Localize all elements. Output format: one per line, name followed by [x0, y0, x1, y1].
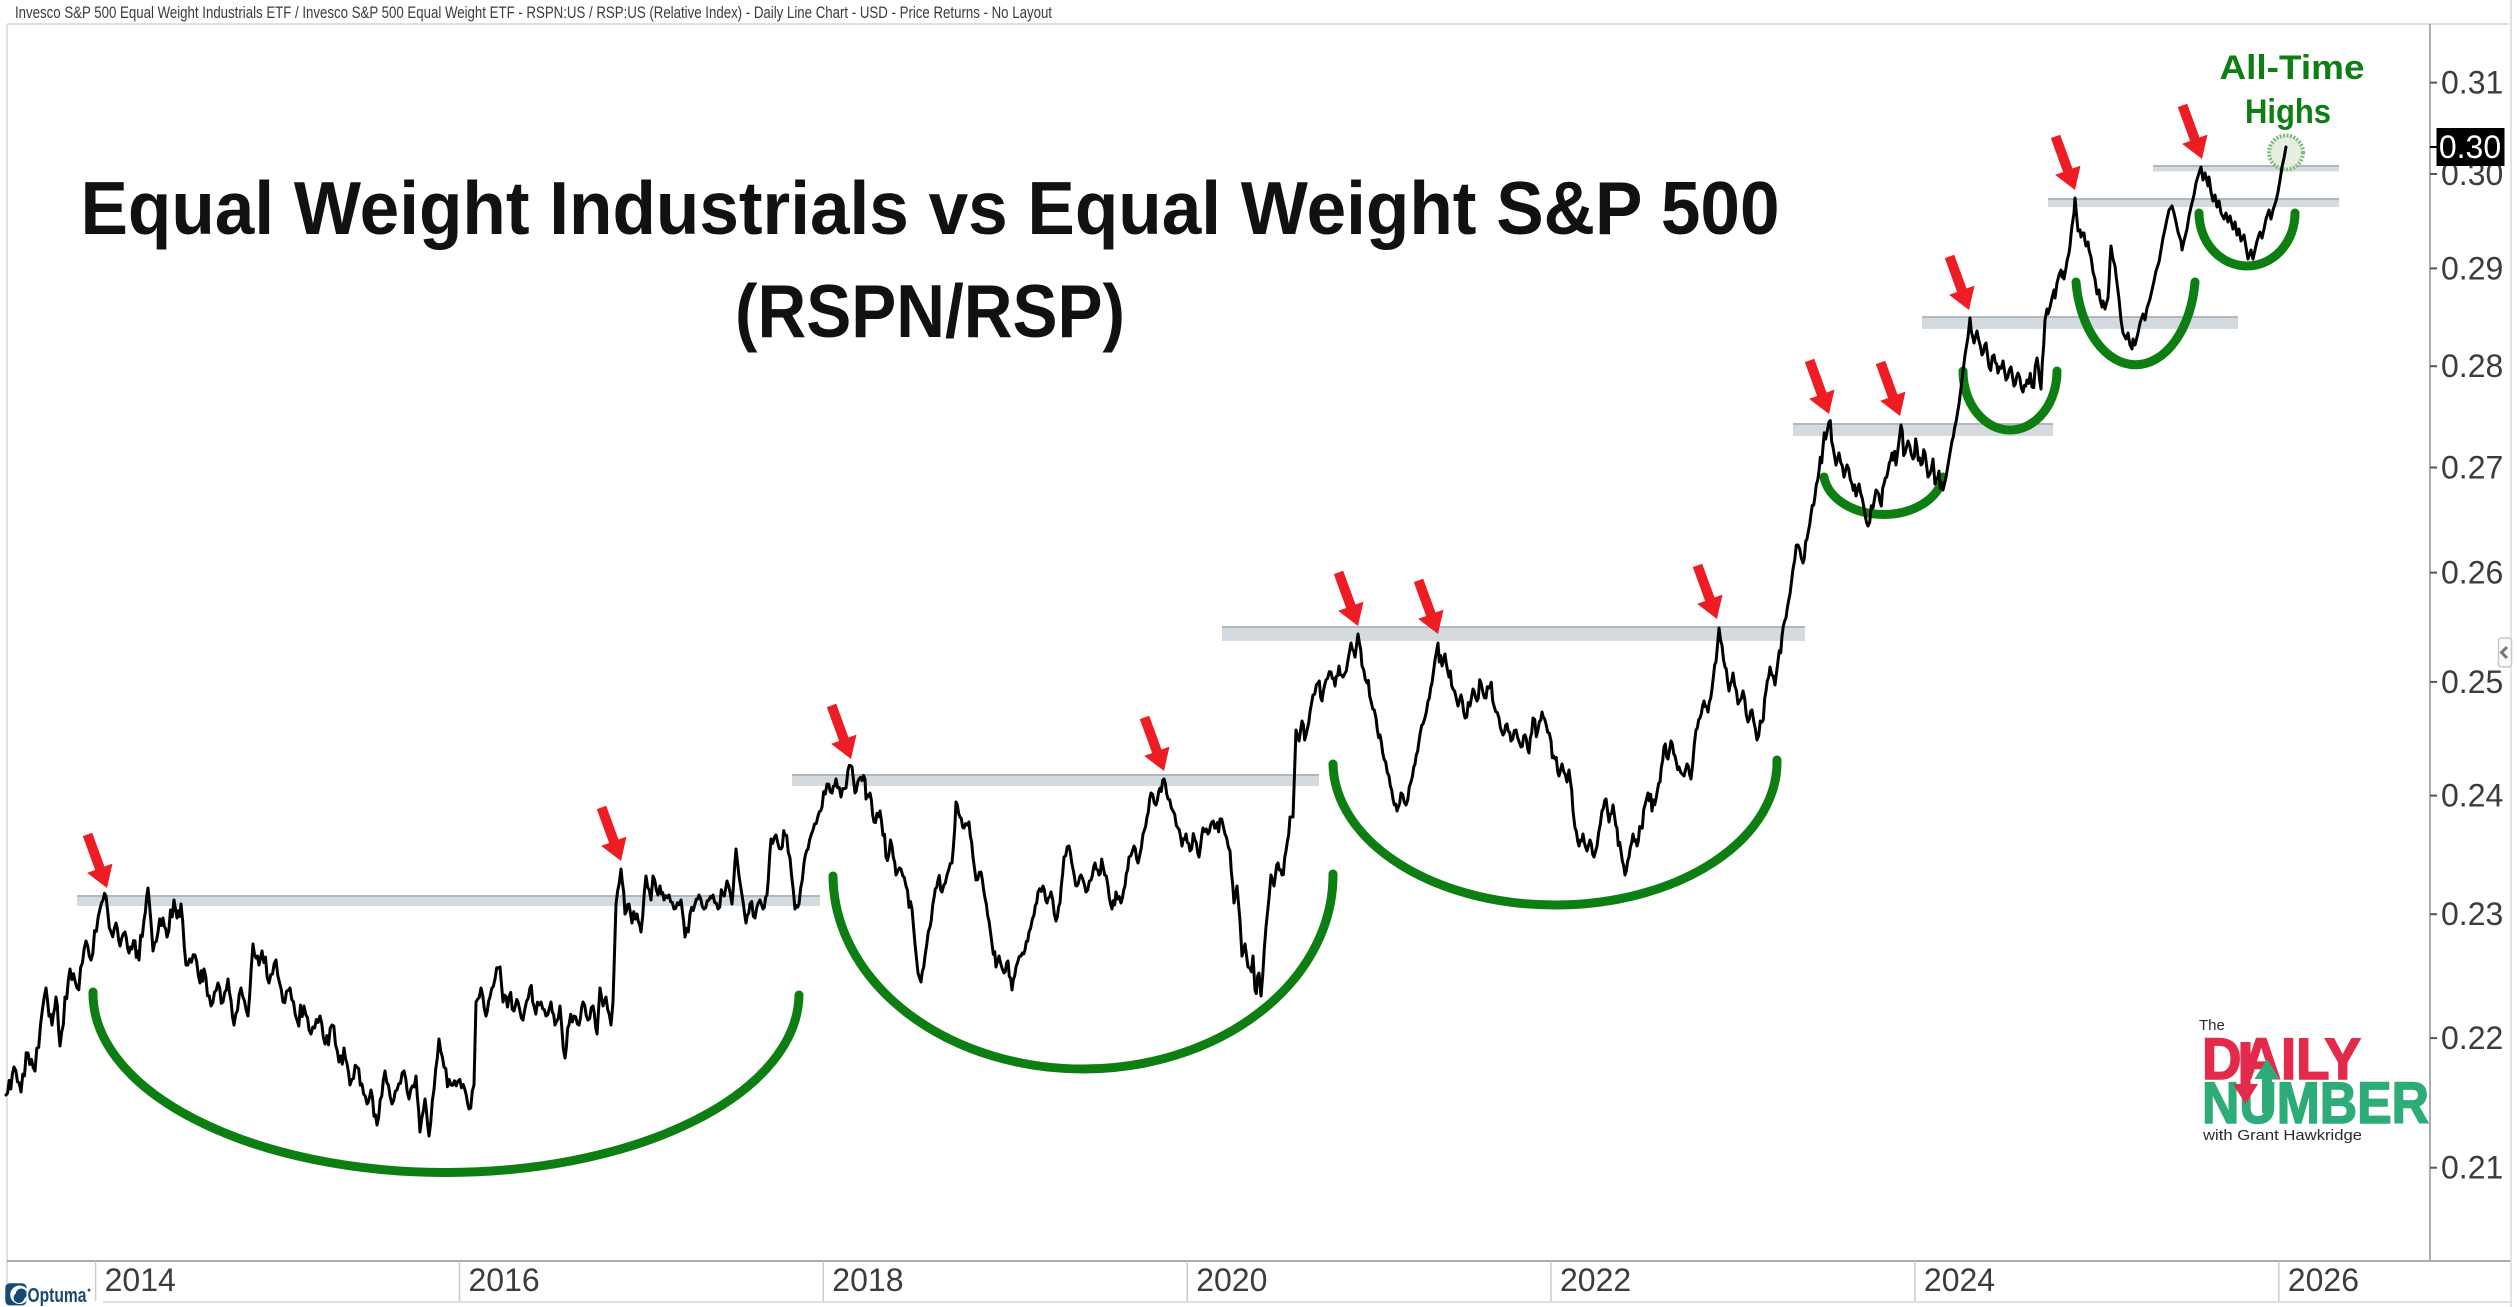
- svg-text:2024: 2024: [1924, 1262, 1995, 1298]
- svg-text:2020: 2020: [1196, 1262, 1267, 1298]
- svg-text:Equal Weight Industrials vs Eq: Equal Weight Industrials vs Equal Weight…: [81, 166, 1780, 250]
- svg-text:0.28: 0.28: [2441, 348, 2503, 384]
- svg-text:NUMBER: NUMBER: [2202, 1071, 2429, 1136]
- svg-text:2016: 2016: [469, 1262, 540, 1298]
- svg-text:0.22: 0.22: [2441, 1020, 2503, 1056]
- svg-text:2022: 2022: [1560, 1262, 1631, 1298]
- svg-text:0.25: 0.25: [2441, 664, 2503, 700]
- svg-text:Invesco S&P 500 Equal Weight I: Invesco S&P 500 Equal Weight Industrials…: [15, 3, 1052, 22]
- svg-text:The: The: [2199, 1017, 2225, 1034]
- svg-text:0.27: 0.27: [2441, 450, 2503, 486]
- svg-text:2014: 2014: [105, 1262, 176, 1298]
- svg-text:2026: 2026: [2288, 1262, 2359, 1298]
- svg-text:2018: 2018: [832, 1262, 903, 1298]
- svg-text:All-Time: All-Time: [2220, 49, 2365, 87]
- svg-text:0.30: 0.30: [2439, 129, 2501, 165]
- svg-text:DAILY: DAILY: [2202, 1027, 2361, 1092]
- svg-text:0.26: 0.26: [2441, 555, 2503, 591]
- svg-text:(RSPN/RSP): (RSPN/RSP): [735, 269, 1125, 353]
- svg-text:0.21: 0.21: [2441, 1150, 2503, 1186]
- svg-text:0.29: 0.29: [2441, 250, 2503, 286]
- svg-text:0.23: 0.23: [2441, 896, 2503, 932]
- svg-text:0.24: 0.24: [2441, 778, 2503, 814]
- svg-text:with Grant Hawkridge: with Grant Hawkridge: [2202, 1127, 2362, 1144]
- svg-text:Highs: Highs: [2245, 93, 2331, 131]
- svg-text:0.31: 0.31: [2441, 65, 2503, 101]
- svg-text:Optuma: Optuma: [28, 1284, 87, 1307]
